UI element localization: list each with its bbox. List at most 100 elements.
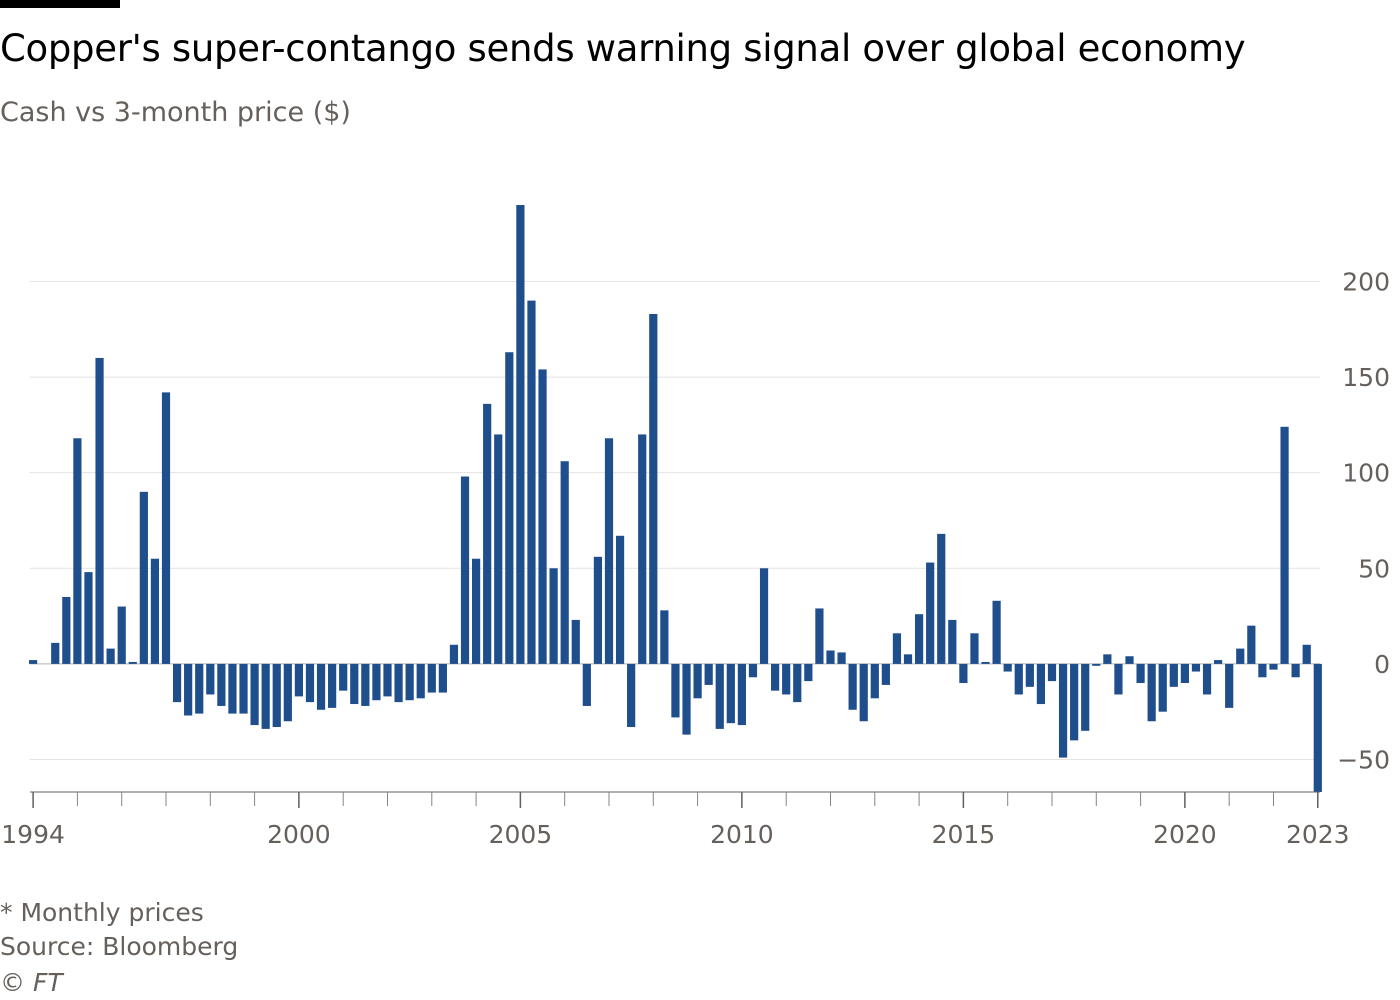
bar [494,434,503,664]
bar [328,663,337,708]
bar [372,663,381,701]
bar [737,663,746,726]
bar [438,663,447,693]
bar [1313,663,1322,792]
bar [560,461,569,664]
bar [627,663,636,727]
bar [361,663,370,706]
bar [405,663,414,701]
bars [29,205,1322,792]
bar [272,663,281,727]
y-tick-label: 0 [1374,650,1390,679]
bar [62,596,71,664]
bar [195,663,204,714]
y-axis-labels: −50 0 50 100 150 200 [1337,267,1390,774]
bar [283,663,292,722]
bar [1058,663,1068,758]
x-tick-label: 2020 [1153,820,1217,849]
bar [483,403,492,664]
x-tick-label: 2023 [1286,820,1350,849]
bar [693,663,702,699]
bar [837,652,846,664]
bar [959,663,968,684]
bar [29,660,38,664]
bar [161,392,171,664]
bar [84,572,93,664]
bar [1125,656,1134,664]
bar [128,661,137,664]
bar [1169,663,1178,687]
bar [150,558,160,664]
bar [771,663,780,691]
bar [1003,663,1012,672]
chart-title: Copper's super-contango sends warning si… [0,27,1246,70]
x-tick-label: 2010 [710,820,774,849]
x-tick-label: 2005 [489,820,553,849]
bar [383,663,392,697]
bar [1214,660,1223,664]
bar [1269,663,1278,670]
bar [870,663,879,699]
bar [1280,426,1289,664]
bar [1047,663,1057,682]
bar [582,663,591,706]
bar [106,648,115,664]
bar [848,663,857,710]
bar [914,614,924,664]
bar [206,663,215,695]
bar [682,663,691,735]
bar [1114,663,1123,695]
bar [416,663,425,699]
bar [139,491,148,664]
bar [1081,663,1090,731]
bar [593,556,603,664]
bar [1180,663,1189,684]
bar [505,352,514,664]
bar [826,650,835,664]
bar [571,619,580,664]
bar [51,642,60,664]
bar [305,663,315,703]
bar [316,663,326,710]
bar [1302,644,1311,664]
footnote: * Monthly prices [0,898,204,927]
bar [1025,663,1034,687]
y-tick-label: −50 [1337,745,1390,774]
bar [604,438,614,664]
top-rule [0,0,120,8]
y-tick-label: 100 [1342,459,1390,488]
bar [948,619,957,664]
bar [937,533,946,664]
bar [1036,663,1046,705]
bar [95,357,104,664]
ft-credit: © FT [0,968,63,997]
y-tick-label: 200 [1342,267,1390,296]
bar [228,663,237,714]
bar [1103,654,1112,664]
x-axis: 1994 2000 2005 2010 2015 2020 2023 [1,791,1350,849]
bar [516,205,525,664]
bar [638,434,647,664]
bar-chart: 1994 2000 2005 2010 2015 2020 2023 −50 0 50 100 15… [1,205,1390,849]
bar [172,663,182,703]
bar [449,644,459,664]
x-tick-label: 2015 [932,820,996,849]
bar [1147,663,1156,722]
bar [117,606,126,664]
bar [239,663,248,714]
chart-subtitle: Cash vs 3-month price ($) [0,97,351,128]
x-tick-label: 2000 [267,820,331,849]
bar [704,663,713,685]
bar [261,663,270,729]
bar [981,661,990,664]
bar [715,663,724,729]
bar [538,369,547,664]
bar [992,600,1001,664]
bar [859,663,868,722]
bar [1202,663,1212,695]
bar [184,663,193,716]
bar [748,663,758,678]
bar [660,610,669,664]
y-tick-label: 150 [1342,363,1390,392]
bar [217,663,226,706]
